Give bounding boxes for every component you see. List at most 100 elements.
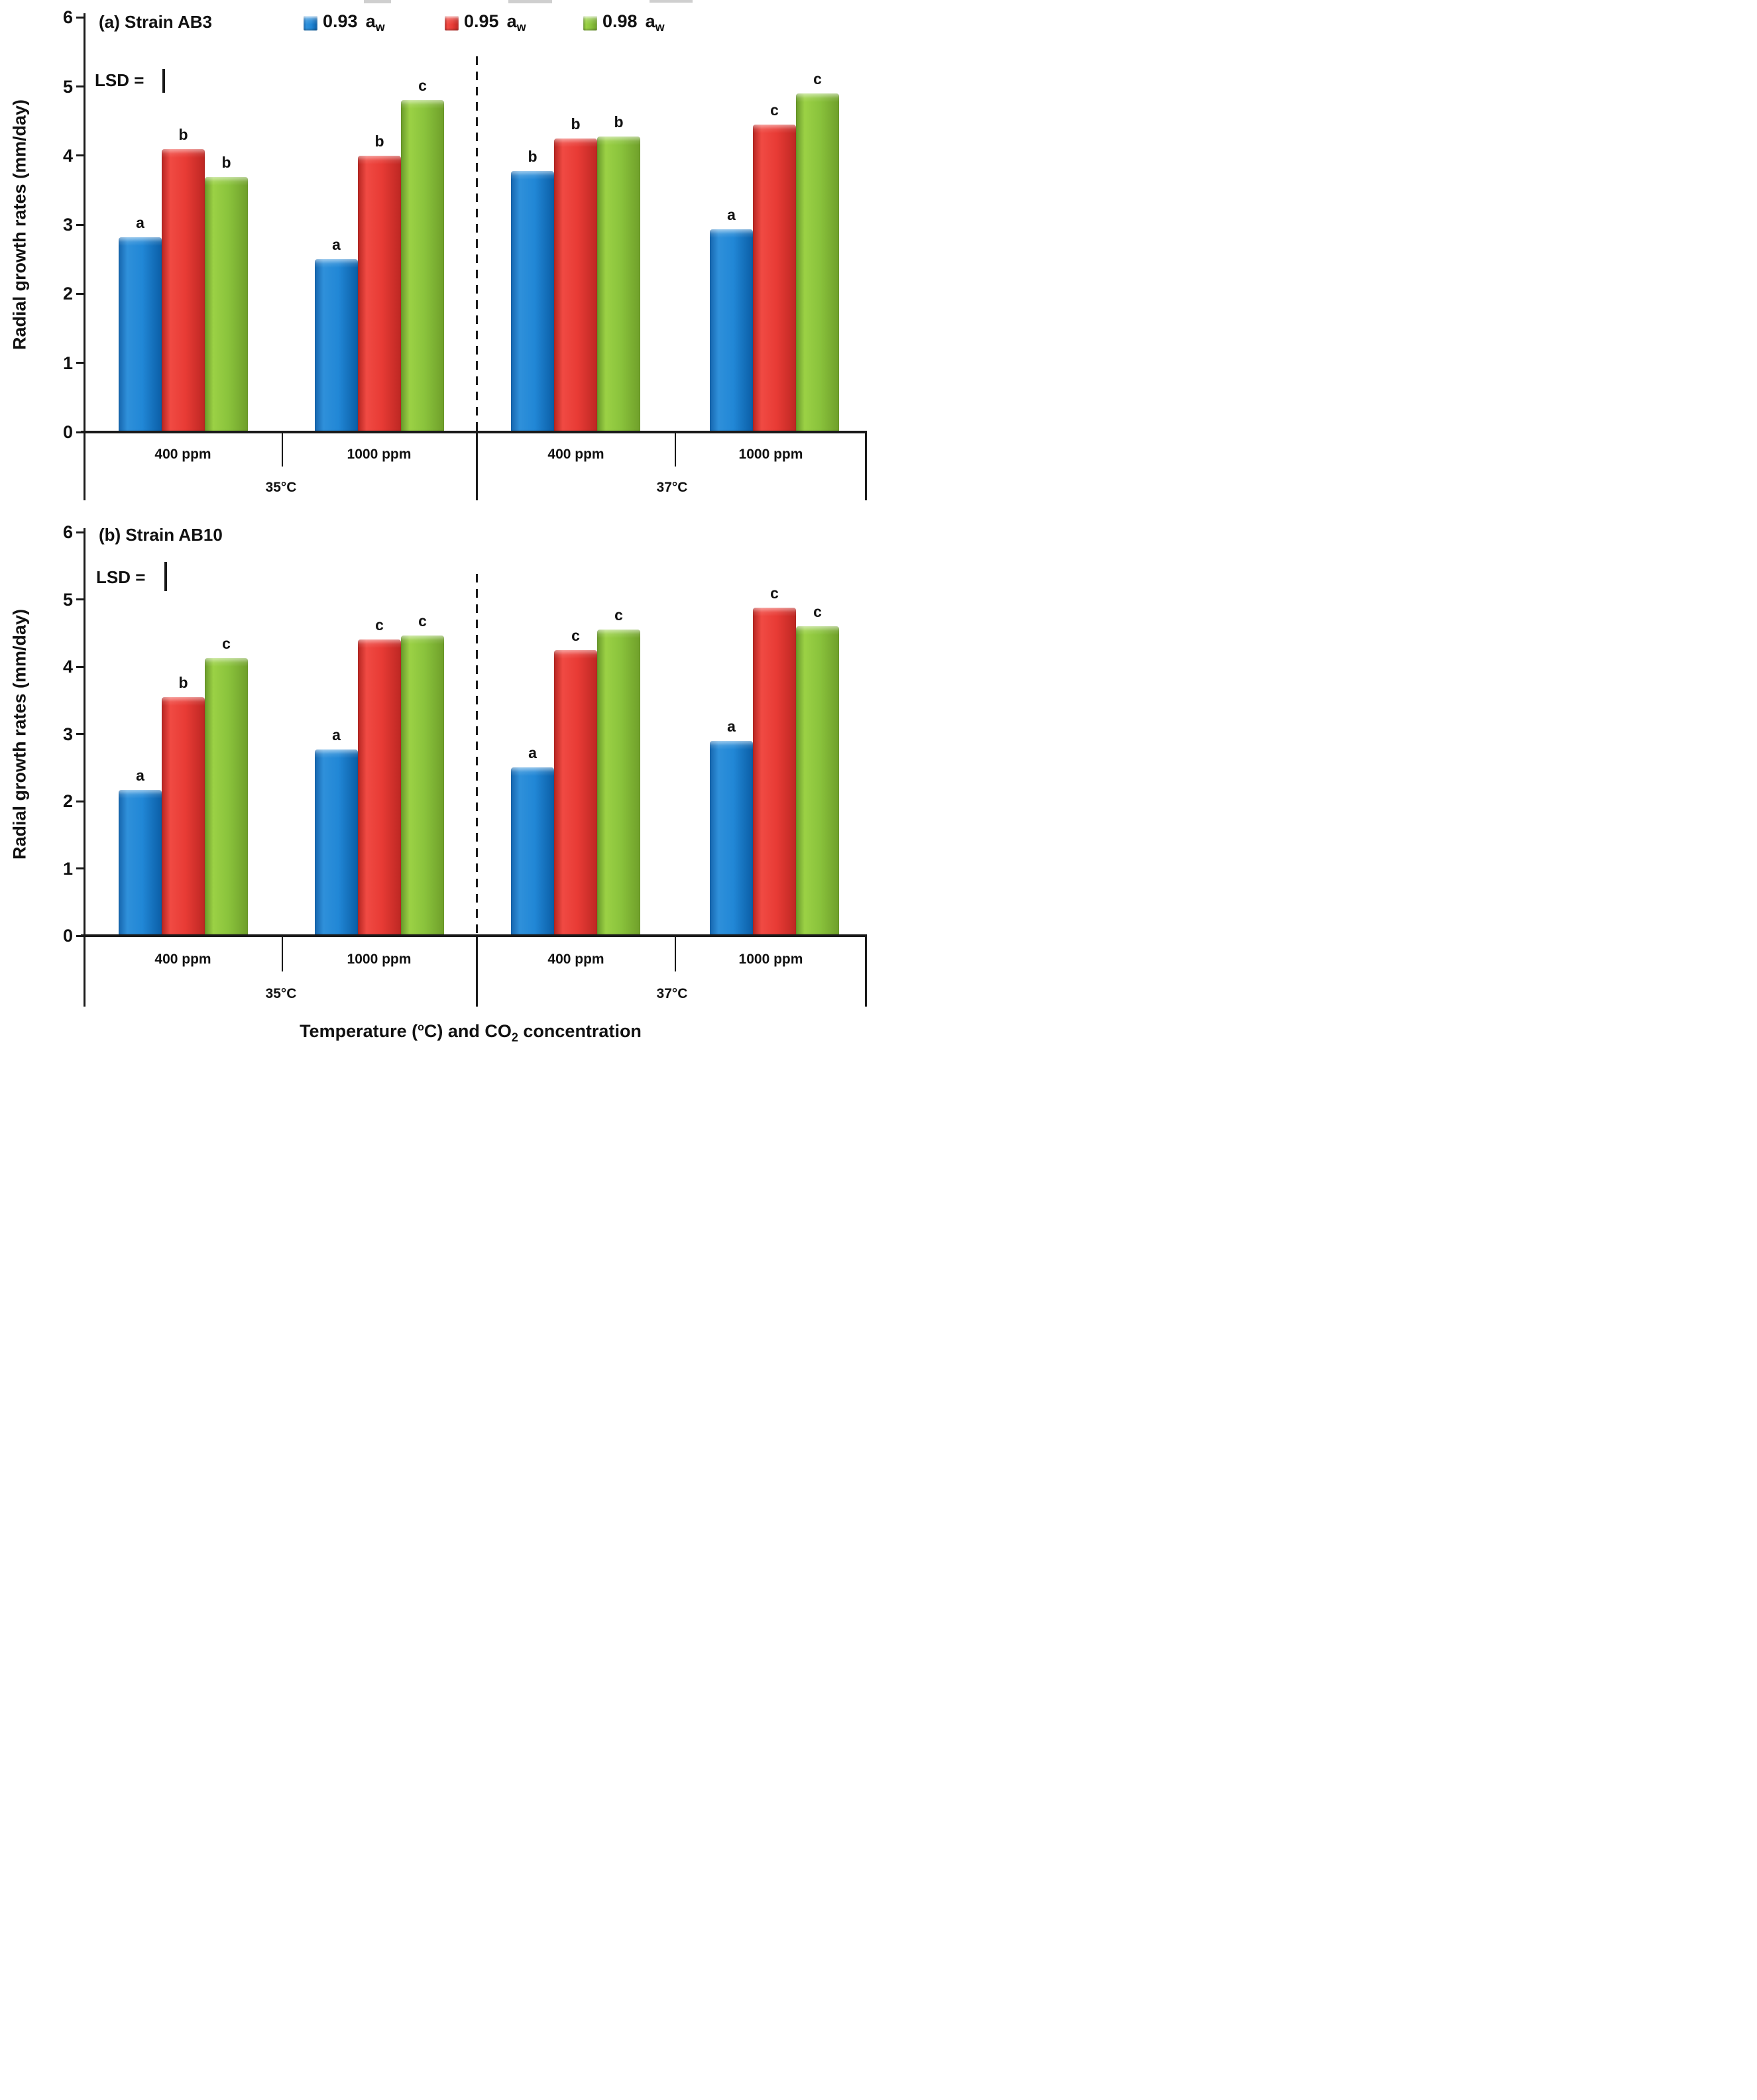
legend-item-095aw: 0.95 aw bbox=[445, 11, 526, 38]
x-axis-title: Temperature (oC) and CO2 concentration bbox=[300, 1021, 642, 1044]
temperature-divider-center bbox=[476, 936, 478, 1007]
bar-095aw-group4 bbox=[753, 607, 796, 936]
panel-title: (b) Strain AB10 bbox=[99, 525, 223, 545]
significance-letter: b bbox=[571, 115, 581, 133]
y-axis-tick-label: 6 bbox=[62, 522, 73, 542]
y-axis-label: Radial growth rates (mm/day) bbox=[9, 608, 30, 860]
bar-095aw-group3 bbox=[554, 138, 597, 432]
y-axis-tick bbox=[76, 85, 84, 87]
significance-letter: c bbox=[222, 634, 231, 652]
lsd-annotation-label: LSD = bbox=[96, 567, 146, 587]
bar-093aw-group4 bbox=[710, 740, 753, 936]
significance-letter: c bbox=[375, 616, 384, 634]
y-axis-tick-label: 1 bbox=[62, 858, 73, 879]
temperature-group-label: 37°C bbox=[656, 480, 688, 495]
y-axis-tick bbox=[76, 733, 84, 735]
significance-letter: c bbox=[418, 77, 427, 95]
legend-swatch-093aw-icon bbox=[304, 16, 317, 30]
figure-two-panel-bar-chart: 0.93 aw 0.95 aw 0.98 aw (a) Strain AB3 LSD =… bbox=[0, 0, 879, 1050]
y-axis-tick bbox=[76, 223, 84, 226]
significance-letter: c bbox=[571, 626, 580, 644]
y-axis-tick-label: 4 bbox=[62, 145, 73, 166]
category-divider bbox=[282, 936, 283, 971]
y-axis-tick-label: 6 bbox=[62, 7, 73, 28]
bar-095aw-group2 bbox=[358, 155, 401, 432]
temperature-group-label: 35°C bbox=[265, 986, 297, 1001]
y-axis-tick bbox=[76, 934, 84, 937]
bar-098aw-group4 bbox=[796, 626, 839, 936]
category-divider bbox=[675, 432, 676, 467]
legend-swatch-098aw-icon bbox=[583, 16, 597, 30]
bar-095aw-group1 bbox=[162, 149, 205, 432]
y-axis-line bbox=[84, 528, 85, 1007]
lsd-annotation-label: LSD = bbox=[95, 70, 144, 90]
y-axis-tick bbox=[76, 665, 84, 668]
y-axis-tick bbox=[76, 867, 84, 869]
significance-letter: c bbox=[418, 612, 427, 630]
co2-category-label: 400 ppm bbox=[154, 447, 211, 462]
co2-category-label: 1000 ppm bbox=[738, 447, 803, 462]
lsd-magnitude-bar bbox=[164, 562, 167, 591]
y-axis-tick-label: 1 bbox=[62, 353, 73, 373]
y-axis-tick-label: 5 bbox=[62, 76, 73, 97]
y-axis-tick-label: 2 bbox=[62, 284, 73, 304]
bar-093aw-group4 bbox=[710, 229, 753, 432]
significance-letter: a bbox=[528, 744, 537, 762]
y-axis-tick-label: 5 bbox=[62, 589, 73, 610]
co2-category-label: 400 ppm bbox=[547, 447, 604, 462]
significance-letter: b bbox=[221, 154, 231, 172]
y-axis-tick bbox=[76, 154, 84, 157]
legend-label: 0.95 aw bbox=[464, 11, 526, 34]
temperature-divider-right bbox=[865, 936, 867, 1007]
temperature-group-label: 37°C bbox=[656, 986, 688, 1001]
category-divider bbox=[282, 432, 283, 467]
significance-letter: b bbox=[614, 113, 624, 131]
bar-095aw-group1 bbox=[162, 696, 205, 936]
co2-category-label: 400 ppm bbox=[547, 952, 604, 967]
y-axis-tick bbox=[76, 292, 84, 295]
y-axis-tick-label: 2 bbox=[62, 791, 73, 811]
significance-letter: b bbox=[178, 126, 188, 144]
significance-letter: a bbox=[332, 236, 341, 254]
lsd-magnitude-bar bbox=[162, 69, 165, 93]
significance-letter: c bbox=[813, 603, 822, 621]
y-axis-tick bbox=[76, 431, 84, 433]
significance-letter: b bbox=[178, 673, 188, 691]
scan-artifact bbox=[650, 0, 693, 3]
temperature-separator-dashed-line bbox=[476, 574, 478, 936]
co2-category-label: 1000 ppm bbox=[347, 952, 412, 967]
temperature-group-label: 35°C bbox=[265, 480, 297, 495]
y-axis-tick bbox=[76, 16, 84, 19]
bar-093aw-group1 bbox=[119, 789, 162, 936]
y-axis-tick-label: 3 bbox=[62, 724, 73, 744]
y-axis-tick-label: 0 bbox=[62, 422, 73, 442]
bar-095aw-group2 bbox=[358, 639, 401, 936]
y-axis-tick-label: 0 bbox=[62, 926, 73, 946]
y-axis-tick-label: 4 bbox=[62, 657, 73, 677]
legend-item-098aw: 0.98 aw bbox=[583, 11, 665, 38]
legend-label: 0.93 aw bbox=[323, 11, 385, 34]
scan-artifact bbox=[508, 0, 552, 3]
significance-letter: a bbox=[136, 213, 144, 231]
co2-category-label: 1000 ppm bbox=[738, 952, 803, 967]
y-axis-label: Radial growth rates (mm/day) bbox=[9, 99, 30, 351]
legend-item-093aw: 0.93 aw bbox=[304, 11, 385, 38]
x-axis-line bbox=[81, 431, 867, 433]
bar-098aw-group4 bbox=[796, 93, 839, 432]
significance-letter: c bbox=[770, 101, 779, 119]
bar-098aw-group2 bbox=[401, 636, 444, 936]
significance-letter: b bbox=[528, 147, 538, 165]
bar-098aw-group1 bbox=[205, 177, 248, 432]
significance-letter: b bbox=[374, 132, 384, 150]
bar-098aw-group3 bbox=[597, 630, 640, 936]
temperature-divider-center bbox=[476, 432, 478, 500]
significance-letter: a bbox=[727, 717, 736, 735]
bar-098aw-group3 bbox=[597, 136, 640, 432]
y-axis-tick bbox=[76, 800, 84, 802]
y-axis-tick bbox=[76, 362, 84, 364]
x-axis-line bbox=[81, 934, 867, 937]
y-axis-tick bbox=[76, 598, 84, 600]
y-axis-tick-label: 3 bbox=[62, 215, 73, 235]
scan-artifact bbox=[364, 0, 391, 3]
co2-category-label: 400 ppm bbox=[154, 952, 211, 967]
